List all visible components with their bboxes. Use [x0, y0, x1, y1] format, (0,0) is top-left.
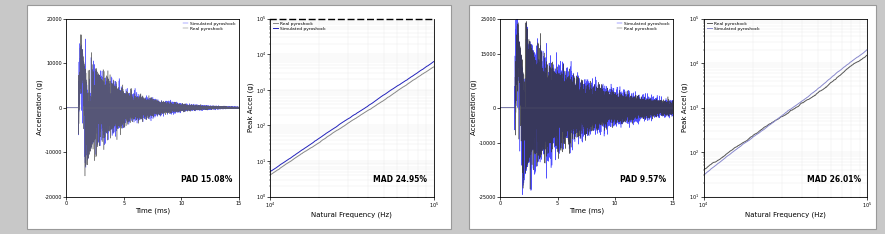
Real pyroshock [143, 115, 154, 118]
Simulated pyroshock [81, 37, 91, 40]
X-axis label: Natural Frequency (Hz): Natural Frequency (Hz) [312, 211, 392, 218]
Real pyroshock [620, 100, 631, 103]
Simulated pyroshock [620, 114, 631, 117]
Line: Real pyroshock: Real pyroshock [66, 35, 239, 176]
X-axis label: Natural Frequency (Hz): Natural Frequency (Hz) [745, 211, 826, 218]
X-axis label: Time (ms): Time (ms) [569, 207, 604, 214]
Real pyroshock [718, 155, 728, 158]
Text: MAD 26.01%: MAD 26.01% [806, 175, 861, 184]
Simulated pyroshock [512, 3, 522, 6]
Text: PAD 9.57%: PAD 9.57% [620, 175, 666, 184]
Simulated pyroshock [662, 101, 673, 104]
Simulated pyroshock [219, 106, 230, 109]
Real pyroshock [284, 161, 295, 163]
Real pyroshock [525, 188, 535, 190]
Real pyroshock [751, 132, 762, 135]
Simulated pyroshock [135, 110, 146, 113]
Real pyroshock [329, 130, 340, 133]
Real pyroshock [187, 103, 197, 106]
X-axis label: Time (ms): Time (ms) [135, 207, 170, 214]
Simulated pyroshock [718, 158, 728, 161]
Real pyroshock [383, 95, 394, 98]
Real pyroshock [662, 102, 673, 104]
Real pyroshock [801, 99, 812, 102]
Line: Simulated pyroshock: Simulated pyroshock [270, 62, 434, 172]
Real pyroshock [653, 103, 664, 106]
Real pyroshock [428, 66, 439, 68]
Simulated pyroshock [569, 124, 580, 127]
Real pyroshock [763, 123, 773, 126]
Simulated pyroshock [567, 94, 578, 97]
Line: Simulated pyroshock: Simulated pyroshock [704, 50, 867, 176]
Simulated pyroshock [134, 113, 144, 116]
Simulated pyroshock [81, 166, 91, 169]
Y-axis label: Acceleration (g): Acceleration (g) [471, 80, 477, 135]
Real pyroshock [577, 132, 588, 135]
Simulated pyroshock [234, 107, 244, 110]
Simulated pyroshock [763, 124, 773, 127]
Simulated pyroshock [367, 101, 378, 104]
Line: Simulated pyroshock: Simulated pyroshock [66, 39, 239, 167]
Simulated pyroshock [428, 60, 439, 63]
Simulated pyroshock [577, 84, 588, 87]
Real pyroshock [495, 106, 505, 109]
Real pyroshock [228, 106, 239, 109]
Legend: Simulated pyroshock, Real pyroshock: Simulated pyroshock, Real pyroshock [616, 21, 670, 32]
Real pyroshock [383, 96, 394, 99]
Real pyroshock [234, 106, 244, 109]
Simulated pyroshock [329, 126, 340, 129]
Simulated pyroshock [517, 194, 527, 196]
Line: Real pyroshock: Real pyroshock [270, 67, 434, 175]
Simulated pyroshock [801, 96, 812, 99]
Simulated pyroshock [862, 48, 873, 51]
Y-axis label: Acceleration (g): Acceleration (g) [37, 80, 43, 135]
Simulated pyroshock [265, 170, 275, 173]
Real pyroshock [367, 106, 378, 109]
Simulated pyroshock [383, 91, 394, 94]
Simulated pyroshock [143, 106, 154, 109]
Simulated pyroshock [318, 134, 328, 137]
Legend: Real pyroshock, Simulated pyroshock: Real pyroshock, Simulated pyroshock [273, 21, 327, 32]
Real pyroshock [667, 101, 678, 103]
Real pyroshock [817, 88, 827, 91]
Simulated pyroshock [817, 84, 827, 86]
Real pyroshock [567, 109, 578, 112]
Y-axis label: Peak Accel (g): Peak Accel (g) [248, 83, 254, 132]
Real pyroshock [817, 89, 827, 92]
Real pyroshock [521, 20, 532, 23]
Simulated pyroshock [228, 106, 239, 109]
Real pyroshock [698, 168, 709, 171]
Line: Real pyroshock: Real pyroshock [500, 21, 673, 189]
Legend: Simulated pyroshock, Real pyroshock: Simulated pyroshock, Real pyroshock [182, 21, 236, 32]
Real pyroshock [862, 54, 873, 56]
Simulated pyroshock [653, 100, 664, 102]
Real pyroshock [569, 119, 580, 122]
Real pyroshock [219, 106, 230, 109]
Simulated pyroshock [667, 110, 678, 113]
Simulated pyroshock [187, 107, 197, 110]
Simulated pyroshock [495, 106, 505, 109]
Simulated pyroshock [383, 90, 394, 93]
Line: Simulated pyroshock: Simulated pyroshock [500, 4, 673, 195]
Simulated pyroshock [698, 174, 709, 177]
Line: Real pyroshock: Real pyroshock [704, 55, 867, 170]
Real pyroshock [265, 174, 275, 176]
Y-axis label: Peak Accel (g): Peak Accel (g) [681, 83, 688, 132]
Real pyroshock [135, 102, 146, 105]
Simulated pyroshock [817, 84, 827, 87]
Legend: Real pyroshock, Simulated pyroshock: Real pyroshock, Simulated pyroshock [706, 21, 760, 32]
Real pyroshock [75, 33, 86, 36]
Real pyroshock [134, 102, 144, 104]
Text: MAD 24.95%: MAD 24.95% [373, 175, 427, 184]
Real pyroshock [80, 175, 90, 177]
Text: PAD 15.08%: PAD 15.08% [181, 175, 232, 184]
Real pyroshock [61, 106, 72, 109]
Real pyroshock [318, 138, 328, 141]
Simulated pyroshock [61, 106, 72, 109]
Simulated pyroshock [751, 133, 762, 136]
Simulated pyroshock [284, 157, 295, 160]
